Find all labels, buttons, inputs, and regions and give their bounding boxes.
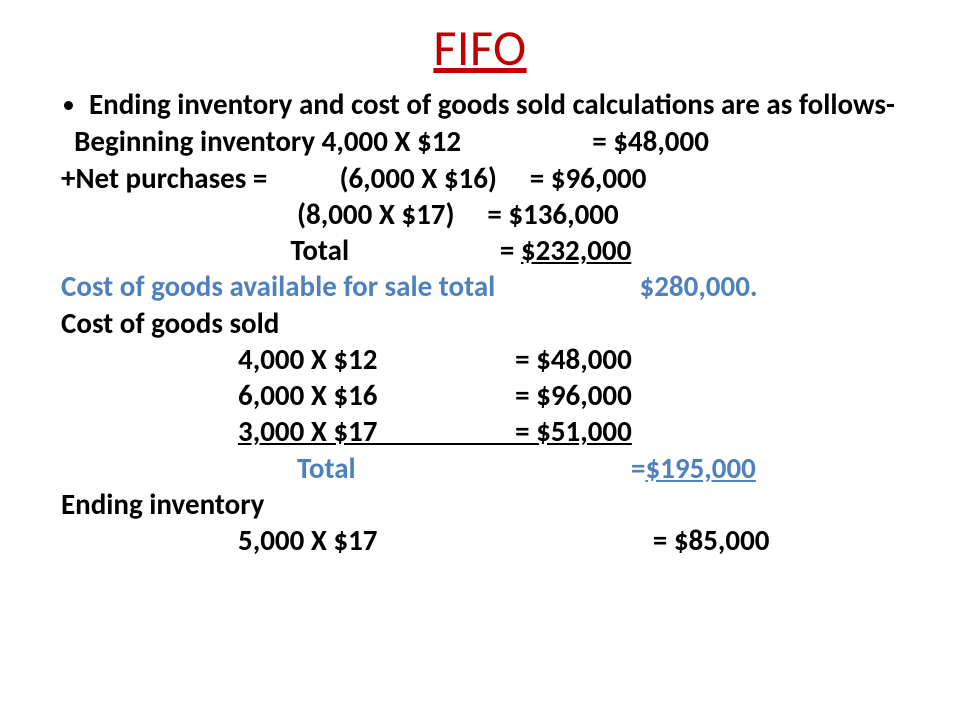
calc-line: +Net purchases = (6,000 X $16) = $96,000 — [61, 160, 905, 196]
calc-line: (8,000 X $17) = $136,000 — [61, 196, 905, 232]
calc-segment: Total = — [61, 450, 645, 486]
bullet-item: Ending inventory and cost of goods sold … — [89, 89, 905, 119]
calc-segment — [61, 413, 238, 449]
calc-line: 6,000 X $16 = $96,000 — [61, 377, 905, 413]
calc-segment: $232,000 — [521, 232, 631, 268]
calc-line: Total = $232,000 — [61, 232, 905, 268]
calc-segment: $195,000 — [645, 450, 755, 486]
calc-line: Cost of goods sold — [61, 305, 905, 341]
calc-line: Beginning inventory 4,000 X $12 = $48,00… — [61, 123, 905, 159]
calc-line: Ending inventory — [61, 486, 905, 522]
calc-line: 3,000 X $17 = $51,000 — [61, 413, 905, 449]
slide: FIFO Ending inventory and cost of goods … — [0, 0, 960, 720]
slide-title: FIFO — [55, 18, 905, 79]
calc-line: 5,000 X $17 = $85,000 — [61, 522, 905, 558]
calc-line: Total =$195,000 — [61, 450, 905, 486]
calc-line: Cost of goods available for sale total $… — [61, 268, 905, 304]
bullet-list: Ending inventory and cost of goods sold … — [55, 89, 905, 119]
calc-segment: Total = — [61, 232, 521, 268]
calc-line: 4,000 X $12 = $48,000 — [61, 341, 905, 377]
calculation-body: Beginning inventory 4,000 X $12 = $48,00… — [55, 123, 905, 558]
calc-segment: 3,000 X $17 = $51,000 — [238, 413, 632, 449]
